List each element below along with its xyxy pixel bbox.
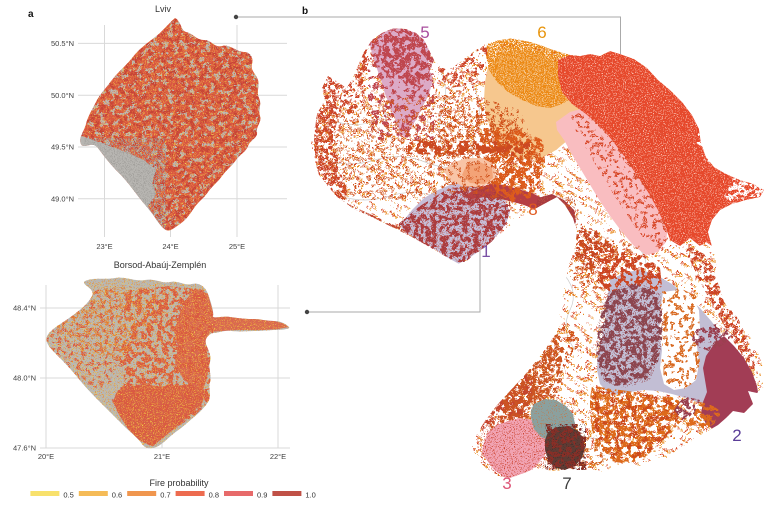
svg-text:5: 5 (420, 23, 429, 42)
svg-text:2: 2 (732, 426, 741, 445)
svg-text:50.5°N: 50.5°N (51, 39, 74, 48)
svg-text:Borsod-Abaúj-Zemplén: Borsod-Abaúj-Zemplén (114, 260, 207, 270)
svg-text:49.5°N: 49.5°N (51, 143, 74, 152)
svg-text:47.6°N: 47.6°N (13, 444, 36, 453)
svg-text:20°E: 20°E (38, 452, 54, 461)
svg-text:48.4°N: 48.4°N (13, 304, 36, 313)
svg-text:1.0: 1.0 (305, 491, 315, 500)
svg-text:0.9: 0.9 (257, 491, 267, 500)
svg-text:21°E: 21°E (154, 452, 170, 461)
svg-text:8: 8 (528, 200, 537, 219)
svg-text:b: b (302, 6, 308, 17)
svg-text:6: 6 (537, 23, 546, 42)
svg-text:3: 3 (502, 474, 511, 493)
svg-text:Lviv: Lviv (155, 4, 172, 14)
svg-text:0.7: 0.7 (160, 491, 170, 500)
svg-text:25°E: 25°E (229, 242, 245, 251)
svg-text:0.8: 0.8 (209, 491, 219, 500)
svg-text:23°E: 23°E (96, 242, 112, 251)
svg-text:49.0°N: 49.0°N (51, 195, 74, 204)
svg-text:a: a (28, 9, 34, 20)
svg-text:4: 4 (655, 122, 664, 141)
svg-text:24°E: 24°E (162, 242, 178, 251)
svg-text:48.0°N: 48.0°N (13, 374, 36, 383)
svg-text:1: 1 (481, 242, 490, 261)
svg-text:50.0°N: 50.0°N (51, 91, 74, 100)
svg-text:7: 7 (562, 474, 571, 493)
svg-text:0.6: 0.6 (112, 491, 122, 500)
svg-text:Fire probability: Fire probability (149, 478, 209, 488)
svg-text:22°E: 22°E (270, 452, 286, 461)
svg-text:0.5: 0.5 (63, 491, 73, 500)
